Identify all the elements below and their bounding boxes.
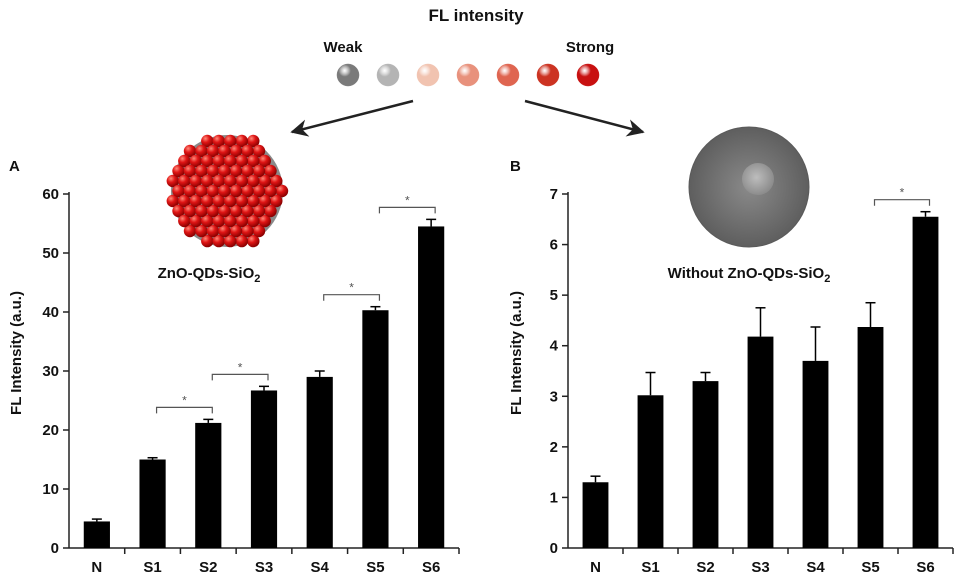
panel-a-significance-bracket [323,294,381,301]
panel-b-x-tick-label: S2 [696,559,714,576]
panel-b-x-tick-label: N [590,559,601,576]
intensity-dot-4 [456,63,480,87]
panel-b-bar-s3 [747,336,774,548]
panel-a-x-tick-label: S6 [422,559,440,576]
panel-b-x-tick-label: S1 [641,559,659,576]
panel-b-y-tick-label: 6 [550,237,558,254]
panel-b-bar-s4 [802,360,829,548]
panel-a-y-tick-label: 50 [42,245,59,262]
strong-label: Strong [566,39,614,56]
panel-a-bar-s6 [418,226,445,548]
panel-a-significance-bracket [211,373,269,381]
panel-a-label: A [9,158,20,175]
bare-sio2-particle-icon [688,126,810,248]
panel-b-bar-s6 [912,216,939,548]
panel-a-x-tick-label: S2 [199,559,217,576]
panel-a-x-tick-label: S1 [143,559,161,576]
panel-b-label: B [510,158,521,175]
panel-b-bar-n [582,482,609,548]
panel-a-bar-s4 [306,376,333,548]
panel-b-y-tick-label: 3 [550,388,558,405]
header-title: FL intensity [428,6,524,25]
panel-a-chart: A ZnO-QDs-SiO2 FL Intensity (a.u.) 0 10 20… [8,158,460,576]
intensity-dot-5 [496,63,520,87]
panel-a-y-axis-title: FL Intensity (a.u.) [8,291,25,415]
panel-a-significance-star: * [182,393,187,407]
intensity-dot-6 [536,63,560,87]
panel-b-y-tick-label: 5 [550,287,558,304]
intensity-dot-2 [376,63,400,87]
panel-a-significance-bracket [155,406,213,414]
panel-a-y-tick-label: 40 [42,304,59,321]
panel-a-x-tick-label: N [91,559,102,576]
panel-a-y-tick-label: 20 [42,422,59,439]
panel-b-significance-star: * [900,186,905,200]
panel-a-particle-label: ZnO-QDs-SiO2 [158,265,261,285]
panel-b-bar-s2 [692,381,719,548]
panel-a-axes: 0 10 20 30 40 50 60 N S1 S2 S3 S4 S5 S6 * * * * [42,186,460,576]
panel-a-y-tick-label: 10 [42,481,59,498]
panel-a-bar-s2 [195,422,222,548]
panel-a-x-tick-label: S3 [255,559,273,576]
panel-a-significance-star: * [349,281,354,295]
panel-b-x-tick-label: S5 [861,559,879,576]
panel-a-y-tick-label: 60 [42,186,59,203]
panel-a-bar-n [83,521,110,548]
panel-a-x-tick-label: S4 [311,559,330,576]
weak-label: Weak [324,39,364,56]
intensity-dot-3 [416,63,440,87]
panel-a-bar-s1 [139,459,166,548]
panel-b-y-axis-title: FL Intensity (a.u.) [508,291,525,415]
panel-b-y-tick-label: 7 [550,186,558,203]
panel-b-y-tick-label: 0 [550,540,558,557]
panel-b-y-tick-label: 2 [550,439,558,456]
panel-b-x-tick-label: S3 [751,559,769,576]
panel-b-bar-s1 [637,395,664,548]
panel-a-bar-s5 [362,310,389,548]
arrow-left [290,99,414,137]
panel-b-significance-bracket [873,199,931,206]
panel-a-x-tick-label: S5 [366,559,384,576]
arrow-right [524,99,645,137]
panel-b-y-tick-label: 4 [550,338,559,355]
panel-b-x-tick-label: S4 [806,559,825,576]
panel-b-particle-label: Without ZnO-QDs-SiO2 [668,265,831,285]
panel-b-bar-s5 [857,327,884,548]
zno-qds-sio2-particle-icon [166,134,289,248]
panel-a-bar-s3 [250,390,278,548]
panel-b-chart: B Without ZnO-QDs-SiO2 FL Intensity (a.u… [508,158,954,576]
intensity-scale [336,63,600,87]
panel-b-y-tick-label: 1 [550,489,558,506]
intensity-dot-7 [576,63,600,87]
panel-a-significance-star: * [238,360,243,374]
panel-a-significance-bracket [378,206,436,214]
intensity-dot-1 [336,63,360,87]
panel-b-x-tick-label: S6 [916,559,934,576]
panel-a-y-tick-label: 0 [51,540,59,557]
panel-a-significance-star: * [405,193,410,207]
panel-b-axes: 0 1 2 3 4 5 6 7 N S1 S2 S3 S4 S5 S6 * [550,186,954,576]
panel-a-y-tick-label: 30 [42,363,59,380]
